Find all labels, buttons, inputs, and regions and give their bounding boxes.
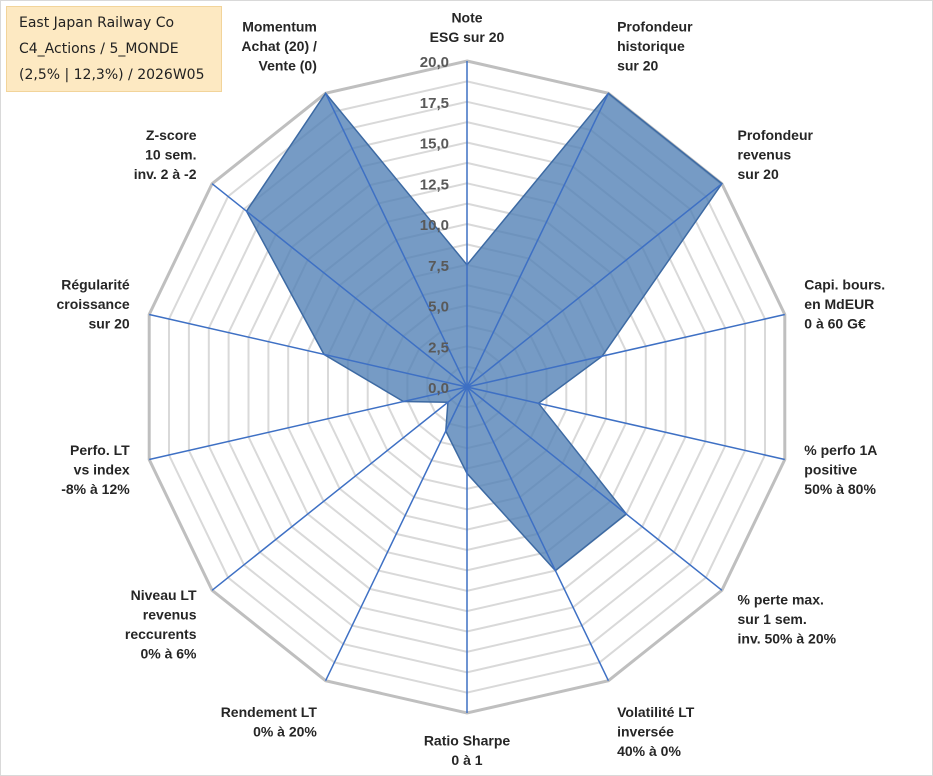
tick-label: 20,0 xyxy=(420,54,449,71)
axis-label: Régularité croissance sur 20 xyxy=(57,276,130,331)
axis-label-line: historique xyxy=(617,38,685,54)
axis-label-line: ESG sur 20 xyxy=(430,29,505,45)
axis-label-line: 0 à 1 xyxy=(451,752,482,768)
axis-spoke xyxy=(211,183,468,388)
axis-label-line: Z-score xyxy=(146,127,197,143)
tick-label: 10,0 xyxy=(420,217,449,234)
tick-label: 5,0 xyxy=(428,299,449,316)
axis-label-line: Régularité xyxy=(61,276,130,292)
axis-label-line: Profondeur xyxy=(617,18,693,34)
axis-label: Niveau LT revenus reccurents 0% à 6% xyxy=(125,587,197,662)
axis-label-line: 0% à 20% xyxy=(253,724,317,740)
axis-label-line: inv. 2 à -2 xyxy=(134,166,197,182)
axis-label-line: 0% à 6% xyxy=(140,646,197,662)
series-area xyxy=(245,92,723,572)
radar-spokes xyxy=(149,61,785,713)
axis-label-line: 40% à 0% xyxy=(617,743,681,759)
axis-spoke xyxy=(466,92,610,388)
axis-label-line: Vente (0) xyxy=(259,57,317,73)
axis-label-line: sur 20 xyxy=(617,57,658,73)
axis-label: Ratio Sharpe 0 à 1 xyxy=(424,733,511,769)
axis-label: Z-score 10 sem. inv. 2 à -2 xyxy=(134,127,197,182)
tick-label: 7,5 xyxy=(428,258,449,275)
axis-label-line: 50% à 80% xyxy=(804,481,876,497)
axis-label-line: Volatilité LT xyxy=(617,704,695,720)
axis-label-line: Momentum xyxy=(242,18,317,34)
axis-label: Profondeur revenus sur 20 xyxy=(738,127,814,182)
radar-tick-labels: 0,0 2,5 5,0 7,5 10,0 12,5 15,0 17,5 20,0 xyxy=(420,54,449,397)
axis-label: % perte max. sur 1 sem. inv. 50% à 20% xyxy=(738,591,837,646)
tick-label: 0,0 xyxy=(428,380,449,397)
axis-spoke xyxy=(466,386,785,461)
axis-label-line: % perte max. xyxy=(738,591,824,607)
axis-spoke xyxy=(211,386,468,591)
company-name: East Japan Railway Co xyxy=(19,15,175,31)
axis-label-line: % perfo 1A xyxy=(804,442,877,458)
axis-spoke xyxy=(466,313,785,388)
axis-label: Perfo. LT vs index -8% à 12% xyxy=(61,442,130,497)
tick-label: 17,5 xyxy=(420,95,449,112)
axis-label-line: revenus xyxy=(143,607,197,623)
axis-label-line: revenus xyxy=(738,147,792,163)
axis-label-line: -8% à 12% xyxy=(61,481,130,497)
axis-label-line: Perfo. LT xyxy=(70,442,130,458)
axis-label-line: sur 20 xyxy=(88,315,129,331)
axis-label: Momentum Achat (20) / Vente (0) xyxy=(241,18,317,73)
axis-label: Rendement LT 0% à 20% xyxy=(221,704,318,740)
axis-label-line: Note xyxy=(451,10,482,26)
axis-spoke xyxy=(324,386,468,682)
stock-info-box: East Japan Railway Co C4_Actions / 5_MON… xyxy=(6,6,222,92)
tick-label: 15,0 xyxy=(420,136,449,153)
axis-label: % perfo 1A positive 50% à 80% xyxy=(804,442,877,497)
axis-spoke xyxy=(324,92,468,388)
axis-label-line: Rendement LT xyxy=(221,704,318,720)
axis-label: Capi. bours. en MdEUR 0 à 60 G€ xyxy=(804,276,885,331)
axis-label-line: inv. 50% à 20% xyxy=(738,630,837,646)
axis-label-line: Ratio Sharpe xyxy=(424,733,511,749)
axis-spoke xyxy=(149,386,468,461)
axis-label-line: reccurents xyxy=(125,626,197,642)
axis-label-line: croissance xyxy=(57,296,130,312)
axis-label-line: 0 à 60 G€ xyxy=(804,315,866,331)
axis-label-line: Achat (20) / xyxy=(241,38,317,54)
axis-spoke xyxy=(149,313,468,388)
axis-spoke xyxy=(466,386,723,591)
axis-label-line: sur 20 xyxy=(738,166,779,182)
axis-label-line: sur 1 sem. xyxy=(738,611,807,627)
axis-label-line: en MdEUR xyxy=(804,296,874,312)
axis-label: Note ESG sur 20 xyxy=(430,10,505,46)
tick-label: 12,5 xyxy=(420,176,449,193)
axis-label: Volatilité LT inversée 40% à 0% xyxy=(617,704,695,759)
axis-spoke xyxy=(466,183,723,388)
axis-label-line: positive xyxy=(804,462,857,478)
axis-label-line: Profondeur xyxy=(738,127,814,143)
radar-axis-labels: Note ESG sur 20 Profondeur historique sur 20… xyxy=(57,10,886,769)
axis-label-line: inversée xyxy=(617,724,674,740)
axis-spoke xyxy=(466,386,610,682)
axis-label: Profondeur historique sur 20 xyxy=(617,18,693,73)
portfolio-category: C4_Actions / 5_MONDE xyxy=(19,41,179,57)
axis-label-line: 10 sem. xyxy=(145,147,196,163)
axis-label-line: Niveau LT xyxy=(131,587,197,603)
radar-series xyxy=(245,92,723,572)
axis-label-line: Capi. bours. xyxy=(804,276,885,292)
allocation-week: (2,5% | 12,3%) / 2026W05 xyxy=(19,67,205,83)
tick-label: 2,5 xyxy=(428,339,449,356)
axis-label-line: vs index xyxy=(74,462,130,478)
